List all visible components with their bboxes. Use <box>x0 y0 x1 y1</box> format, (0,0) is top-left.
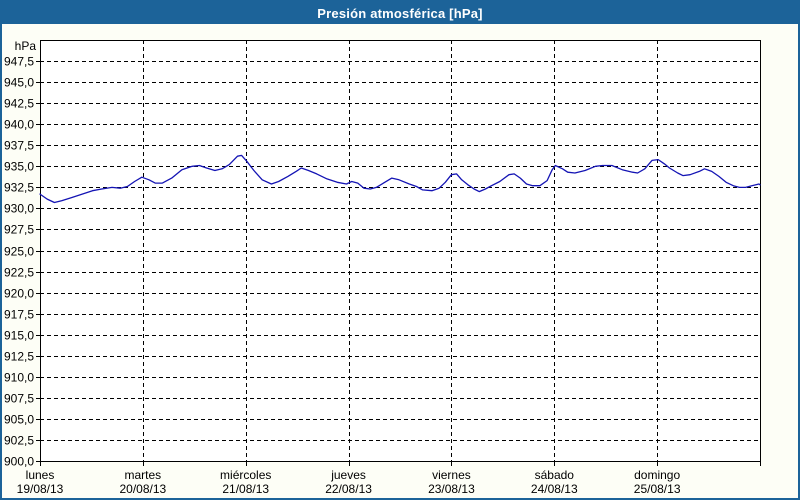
plot-area <box>40 40 760 461</box>
chart-container: 947,5 945,0 942,5 940,0 937,5 935,0 932,5 930,0… <box>2 24 798 498</box>
x-day-label: martes <box>125 468 162 482</box>
y-tick-label: 910,0 <box>4 371 34 385</box>
y-tick-label: 947,5 <box>4 55 34 69</box>
y-tick-label: 900,0 <box>4 455 34 469</box>
window-title: Presión atmosférica [hPa] <box>317 5 483 21</box>
y-axis-labels: 947,5 945,0 942,5 940,0 937,5 935,0 932,5 930,0… <box>4 39 36 469</box>
y-tick-label: 937,5 <box>4 139 34 153</box>
x-date-label: 25/08/13 <box>634 482 681 496</box>
y-tick-label: 902,5 <box>4 434 34 448</box>
y-tick-label: 925,0 <box>4 245 34 259</box>
y-tick-label: 940,0 <box>4 118 34 132</box>
x-day-label: viernes <box>432 468 471 482</box>
x-day-label: sábado <box>535 468 575 482</box>
gridlines <box>36 61 760 462</box>
x-date-label: 21/08/13 <box>222 482 269 496</box>
pressure-data-line <box>39 154 761 204</box>
x-date-label: 22/08/13 <box>325 482 372 496</box>
y-tick-label: 917,5 <box>4 308 34 322</box>
x-day-label: domingo <box>634 468 680 482</box>
title-bar: Presión atmosférica [hPa] <box>2 2 798 24</box>
y-tick-label: 915,0 <box>4 329 34 343</box>
y-tick-label: 922,5 <box>4 266 34 280</box>
y-tick-label: 920,0 <box>4 287 34 301</box>
x-day-label: lunes <box>26 468 55 482</box>
pressure-chart: 947,5 945,0 942,5 940,0 937,5 935,0 932,5 930,0… <box>4 39 761 496</box>
y-tick-label: 927,5 <box>4 223 34 237</box>
y-tick-label: 912,5 <box>4 350 34 364</box>
y-tick-label: 905,0 <box>4 413 34 427</box>
y-tick-label: 932,5 <box>4 181 34 195</box>
y-tick-label: 942,5 <box>4 97 34 111</box>
y-tick-label: 930,0 <box>4 202 34 216</box>
x-day-label: miércoles <box>220 468 271 482</box>
y-tick-label: 945,0 <box>4 76 34 90</box>
y-axis-unit-label: hPa <box>15 39 37 53</box>
x-date-label: 24/08/13 <box>531 482 578 496</box>
plot-border <box>40 40 761 462</box>
x-date-label: 23/08/13 <box>428 482 475 496</box>
x-date-label: 19/08/13 <box>17 482 64 496</box>
y-tick-label: 907,5 <box>4 392 34 406</box>
x-date-label: 20/08/13 <box>119 482 166 496</box>
x-day-label: jueves <box>330 468 366 482</box>
y-tick-label: 935,0 <box>4 160 34 174</box>
